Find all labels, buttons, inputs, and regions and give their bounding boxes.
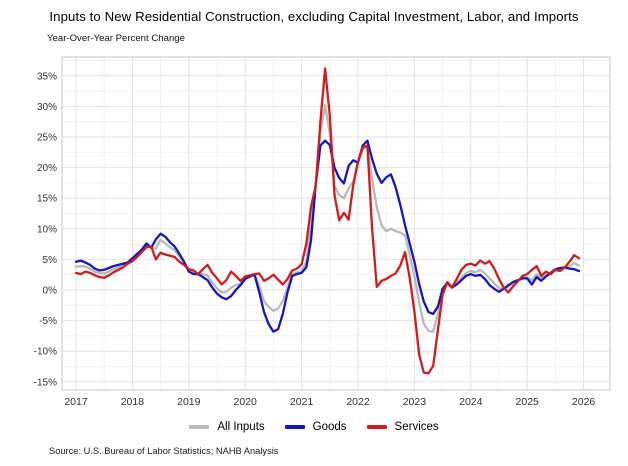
legend-item-services: Services	[366, 421, 439, 433]
y-tick-label: -15%	[34, 377, 57, 388]
x-tick-label: 2021	[290, 396, 314, 408]
legend-label-all-inputs: All Inputs	[217, 421, 265, 433]
y-tick-label: 5%	[43, 255, 58, 266]
plot-area	[61, 56, 611, 391]
x-tick-label: 2017	[64, 396, 88, 408]
series-line-all-inputs	[74, 104, 581, 333]
x-tick-label: 2026	[572, 396, 596, 408]
legend-swatch-goods	[284, 425, 305, 429]
chart-legend: All Inputs Goods Services	[0, 421, 628, 433]
y-tick-label: 20%	[37, 163, 57, 174]
x-tick-label: 2024	[459, 396, 483, 408]
y-tick-label: 15%	[37, 194, 57, 205]
chart-subtitle: Year-Over-Year Percent Change	[47, 33, 185, 44]
y-tick-label: 10%	[37, 224, 57, 235]
legend-item-all-inputs: All Inputs	[189, 421, 265, 433]
y-tick-label: -10%	[34, 347, 57, 358]
x-tick-label: 2020	[234, 396, 258, 408]
x-tick-label: 2025	[516, 396, 540, 408]
legend-swatch-all-inputs	[189, 425, 210, 429]
series-line-goods	[74, 139, 581, 333]
y-tick-label: 30%	[37, 102, 57, 113]
series-line-services	[74, 67, 581, 375]
source-note: Source: U.S. Bureau of Labor Statistics;…	[49, 446, 279, 456]
x-tick-label: 2023	[403, 396, 427, 408]
y-tick-label: -5%	[39, 316, 57, 327]
x-tick-label: 2019	[177, 396, 201, 408]
legend-item-goods: Goods	[284, 421, 347, 433]
legend-swatch-services	[366, 425, 387, 429]
legend-label-goods: Goods	[312, 421, 347, 433]
chart-title: Inputs to New Residential Construction, …	[49, 9, 579, 24]
legend-label-services: Services	[394, 421, 439, 433]
y-tick-label: 0%	[43, 286, 58, 297]
y-tick-label: 35%	[37, 71, 57, 82]
x-tick-label: 2018	[121, 396, 145, 408]
y-tick-label: 25%	[37, 133, 57, 144]
x-tick-label: 2022	[346, 396, 370, 408]
